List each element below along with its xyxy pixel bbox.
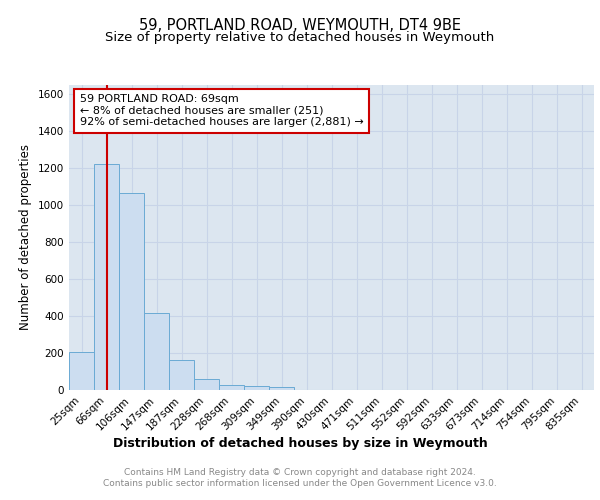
Text: Distribution of detached houses by size in Weymouth: Distribution of detached houses by size … <box>113 438 487 450</box>
Bar <box>94 164 119 390</box>
Text: Size of property relative to detached houses in Weymouth: Size of property relative to detached ho… <box>106 31 494 44</box>
Bar <box>69 352 94 390</box>
Bar <box>219 385 244 390</box>
Bar <box>194 380 219 390</box>
Bar <box>244 386 269 390</box>
Y-axis label: Number of detached properties: Number of detached properties <box>19 144 32 330</box>
Text: 59 PORTLAND ROAD: 69sqm
← 8% of detached houses are smaller (251)
92% of semi-de: 59 PORTLAND ROAD: 69sqm ← 8% of detached… <box>79 94 363 128</box>
Bar <box>144 314 169 390</box>
Bar <box>269 387 294 390</box>
Text: 59, PORTLAND ROAD, WEYMOUTH, DT4 9BE: 59, PORTLAND ROAD, WEYMOUTH, DT4 9BE <box>139 18 461 32</box>
Bar <box>169 360 194 390</box>
Bar <box>119 193 144 390</box>
Text: Contains HM Land Registry data © Crown copyright and database right 2024.
Contai: Contains HM Land Registry data © Crown c… <box>103 468 497 487</box>
